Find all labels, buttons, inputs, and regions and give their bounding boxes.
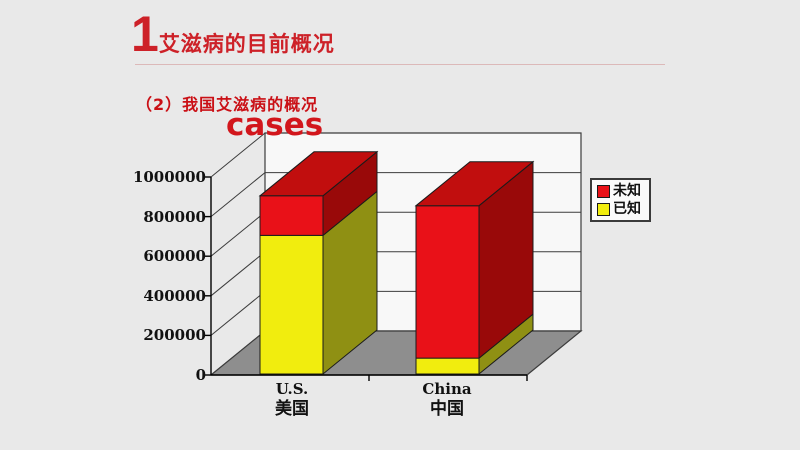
bar-front-未知	[259, 195, 324, 236]
y-tick-label: 800000	[143, 208, 206, 226]
x-category-us: U.S. 美国	[237, 380, 347, 420]
depth-gridline	[210, 291, 266, 336]
chart-legend: 未知 已知	[590, 178, 651, 222]
slide-header: 1 艾滋病的目前概况	[131, 8, 335, 60]
bar-front-已知	[415, 357, 480, 375]
depth-gridline	[210, 132, 266, 178]
slide-subtitle: （2）我国艾滋病的概况	[136, 95, 319, 114]
legend-label: 未知	[613, 183, 641, 199]
page-title: 艾滋病的目前概况	[158, 32, 335, 56]
depth-gridline	[210, 251, 266, 297]
legend-swatch-yellow	[597, 202, 610, 216]
y-tick-label: 600000	[143, 247, 206, 265]
legend-swatch-red	[597, 184, 610, 198]
bar-front-已知	[259, 234, 324, 375]
x-category-sublabel: 中国	[430, 399, 464, 419]
x-category-label: U.S.	[275, 380, 309, 398]
y-tick-label: 200000	[143, 326, 206, 344]
bar-top-未知	[414, 161, 535, 207]
bar-front-未知	[415, 205, 480, 359]
x-category-sublabel: 美国	[275, 399, 309, 419]
legend-entry-unknown: 未知	[597, 184, 644, 198]
x-category-china: China 中国	[392, 380, 502, 420]
depth-gridline	[210, 211, 266, 257]
legend-label: 已知	[613, 201, 641, 217]
y-tick-label: 1000000	[132, 168, 206, 186]
chart-title: cases	[226, 107, 324, 143]
bar-top-未知	[258, 151, 379, 197]
y-tick-label: 0	[195, 366, 206, 384]
title-number: 1	[131, 6, 159, 62]
title-divider	[135, 64, 665, 65]
depth-gridline	[210, 172, 266, 217]
y-tick-label: 400000	[143, 287, 206, 305]
x-category-label: China	[422, 380, 472, 398]
legend-entry-known: 已知	[597, 202, 644, 216]
